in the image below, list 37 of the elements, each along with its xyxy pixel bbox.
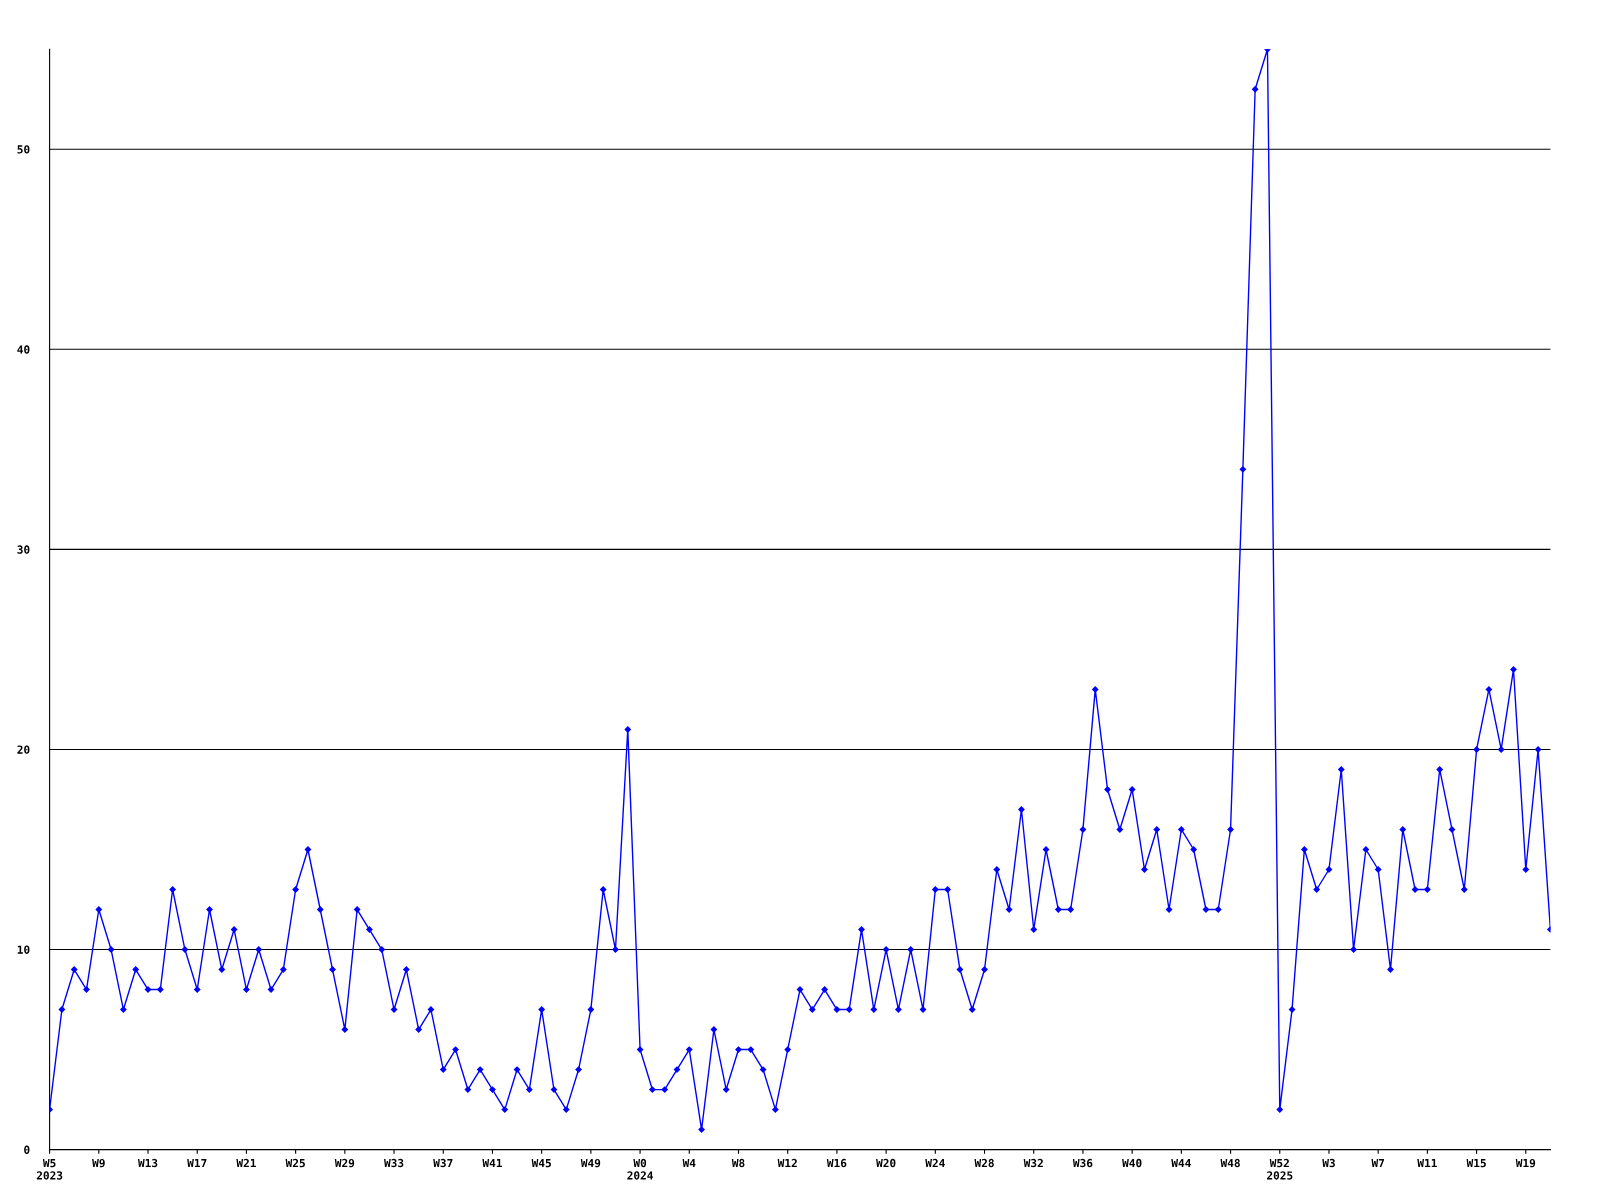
x-tick-label: W37 [433, 1158, 453, 1168]
x-tick-label: W9 [92, 1158, 105, 1168]
x-tick-label: W11 [1417, 1158, 1437, 1168]
x-tick-label: W52 2025 [1267, 1158, 1293, 1180]
x-tick-label: W8 [731, 1158, 745, 1168]
y-tick-label: 0 [24, 1145, 30, 1154]
x-tick-label: W49 [580, 1158, 601, 1168]
y-tick-label: 20 [17, 745, 30, 754]
x-tick-label: W21 [236, 1158, 256, 1168]
x-tick-label: W16 [826, 1158, 847, 1168]
x-tick-label: W17 [187, 1158, 207, 1168]
x-tick-label: W32 [1023, 1158, 1043, 1168]
x-tick-label: W20 [876, 1158, 896, 1168]
y-tick-label: 50 [17, 145, 30, 154]
x-tick-label: W3 [1322, 1158, 1335, 1168]
y-tick-label: 30 [17, 545, 30, 554]
x-tick-label: W4 [682, 1158, 696, 1168]
x-tick-label: W0 2024 [627, 1158, 653, 1180]
x-tick-label: W19 [1515, 1158, 1536, 1168]
x-tick-label: W28 [974, 1158, 994, 1168]
x-tick-label: W12 [777, 1158, 797, 1168]
x-tick-label: W7 [1371, 1158, 1385, 1168]
x-tick-label: W45 [531, 1158, 551, 1168]
x-tick-label: W36 [1072, 1158, 1093, 1168]
x-tick-label: W5 2023 [36, 1158, 63, 1180]
x-tick-label: W41 [482, 1158, 502, 1168]
y-tick-label: 40 [17, 345, 30, 354]
x-tick-label: W13 [137, 1158, 158, 1168]
x-tick-label: W33 [384, 1158, 404, 1168]
x-tick-label: W24 [925, 1158, 945, 1168]
y-tick-label: 10 [17, 945, 30, 954]
x-tick-label: W48 [1220, 1158, 1240, 1168]
x-tick-label: W40 [1122, 1158, 1142, 1168]
x-tick-label: W29 [334, 1158, 355, 1168]
x-tick-label: W25 [285, 1158, 305, 1168]
x-tick-label: W15 [1466, 1158, 1486, 1168]
x-tick-label: W44 [1171, 1158, 1191, 1168]
